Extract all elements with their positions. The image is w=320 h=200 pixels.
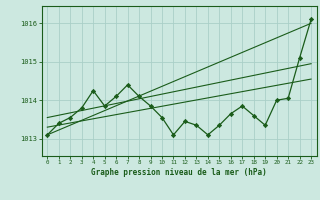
X-axis label: Graphe pression niveau de la mer (hPa): Graphe pression niveau de la mer (hPa) [91,168,267,177]
